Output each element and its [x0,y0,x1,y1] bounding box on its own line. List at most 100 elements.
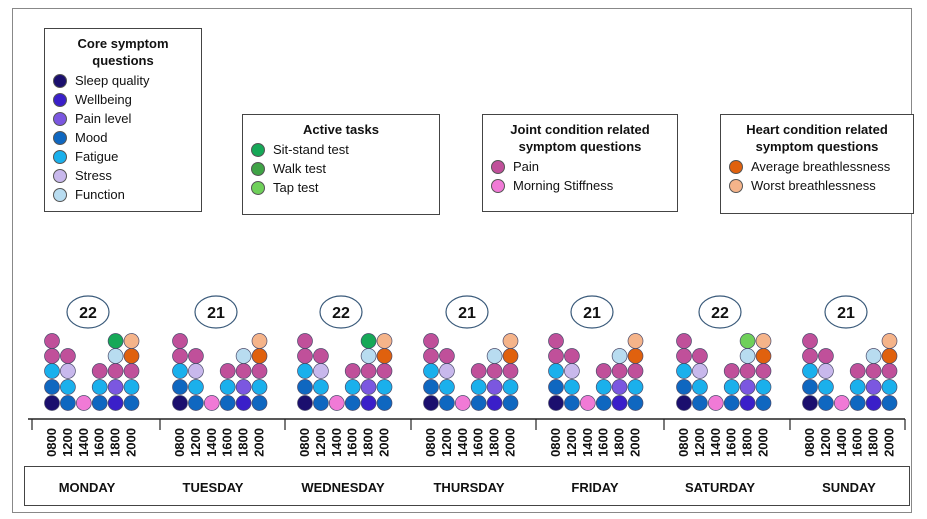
day-label-sunday: SUNDAY [822,480,876,495]
symptom-dot [376,363,393,379]
legend-item-tap-test: Tap test [251,178,431,197]
legend-item-average-breathlessness: Average breathlessness [729,157,905,176]
time-label: 2000 [124,428,139,457]
symptom-dot [723,395,740,411]
symptom-dot [755,395,772,411]
symptom-dot [60,395,76,411]
function-swatch [53,187,67,202]
symptom-dot [755,379,772,395]
symptom-dot [818,379,834,395]
legend-item-morning-stiffness: Morning Stiffness [491,176,669,195]
symptom-dot [723,379,740,395]
symptom-dot [739,363,756,379]
symptom-dot [470,379,487,395]
symptom-dot [548,379,564,395]
time-label: 0800 [172,428,187,457]
symptom-dot [611,395,628,411]
daily-total-count: 22 [79,305,97,322]
time-label: 2000 [628,428,643,457]
symptom-dot [188,379,204,395]
symptom-dot [235,348,252,364]
time-label: 1400 [708,428,723,457]
day-names-box [24,466,910,506]
daily-total-badge [445,295,489,329]
symptom-dot [595,363,612,379]
time-label: 0800 [44,428,59,457]
day-label-saturday: SATURDAY [684,480,756,495]
symptom-dot [439,395,455,411]
stress-swatch [53,168,67,183]
symptom-dot [692,348,708,364]
symptom-dot [376,333,393,349]
symptom-dot [865,348,882,364]
day-label-friday: FRIDAY [571,480,619,495]
symptom-dot [502,348,519,364]
symptom-dot [548,395,564,411]
symptom-dot [849,363,866,379]
daily-total-badge [66,295,110,329]
symptom-dot [188,363,204,379]
symptom-dot [611,379,628,395]
symptom-dot [802,379,818,395]
symptom-dot [123,395,140,411]
symptom-dot [627,379,644,395]
symptom-dot [123,379,140,395]
time-label: 1800 [108,428,123,457]
time-label: 1800 [487,428,502,457]
time-label: 1400 [580,428,595,457]
time-label: 1800 [740,428,755,457]
symptom-dot [172,363,188,379]
symptom-dot [739,395,756,411]
symptom-dot [755,363,772,379]
legend-title: Core symptom questions [77,36,169,68]
symptom-dot [44,363,60,379]
symptom-dot [360,333,377,349]
symptom-dot [44,395,60,411]
symptom-dot [313,395,329,411]
symptom-dot [548,333,564,349]
legend-item-function: Function [53,185,193,204]
symptom-dot [739,348,756,364]
symptom-dot [739,333,756,349]
symptom-dot [44,379,60,395]
symptom-dot [423,395,439,411]
symptom-dot [833,395,850,411]
symptom-dot [881,348,898,364]
tap-test-swatch [251,180,265,195]
symptom-dot [676,395,692,411]
time-label: 1200 [188,428,203,457]
sit-stand-swatch [251,142,265,157]
daily-total-count: 21 [837,305,855,322]
symptom-dot [802,395,818,411]
daily-total-count: 21 [207,305,225,322]
symptom-dot [423,379,439,395]
time-label: 1200 [313,428,328,457]
daily-total-badge [824,295,868,329]
legend-item-pain-level: Pain level [53,109,193,128]
symptom-dot [627,333,644,349]
symptom-dot [818,363,834,379]
symptom-dot [564,379,580,395]
legend-core-symptoms: Core symptom questions Sleep quality Wel… [44,28,202,212]
time-label: 1800 [612,428,627,457]
time-label: 1600 [724,428,739,457]
time-label: 1200 [564,428,579,457]
symptom-dot [595,395,612,411]
legend-item-sit-stand-test: Sit-stand test [251,140,431,159]
symptom-dot [881,333,898,349]
symptom-dot [328,395,345,411]
symptom-dot [235,379,252,395]
symptom-dot [692,379,708,395]
symptom-dot [107,363,124,379]
average-breathlessness-swatch [729,159,743,174]
symptom-dot [376,379,393,395]
symptom-dot [172,379,188,395]
symptom-dot [739,379,756,395]
symptom-dot [297,348,313,364]
daily-total-count: 22 [711,305,729,322]
symptom-dot [627,395,644,411]
symptom-dot [313,379,329,395]
symptom-dot [818,395,834,411]
time-label: 1400 [329,428,344,457]
legend-title: Heart condition related symptom question… [746,122,888,154]
